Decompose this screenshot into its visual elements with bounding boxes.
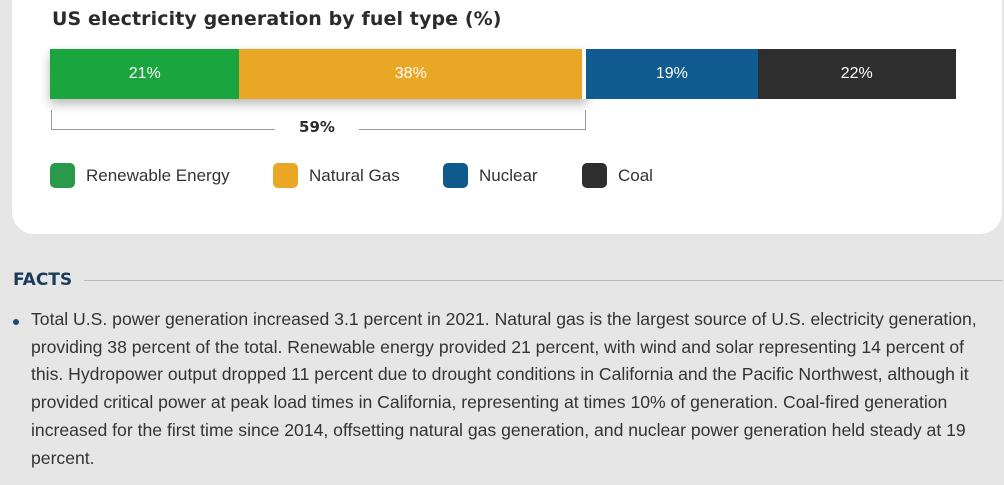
legend-label-natural-gas: Natural Gas xyxy=(309,165,400,185)
legend-label-coal: Coal xyxy=(618,165,653,185)
bar-coal: 22% xyxy=(757,49,956,99)
legend-item-natural-gas: Natural Gas xyxy=(273,163,400,188)
facts-title: FACTS xyxy=(13,270,73,290)
legend-label-renewable-energy: Renewable Energy xyxy=(86,165,230,185)
bar-renewable-energy: 21% xyxy=(50,49,240,99)
bullet-icon xyxy=(13,319,19,325)
legend-swatch-nuclear xyxy=(443,163,468,188)
legend-item-nuclear: Nuclear xyxy=(443,163,538,188)
combined-share-label: 59% xyxy=(275,118,359,140)
bar-nuclear: 19% xyxy=(586,49,758,99)
chart-card xyxy=(12,0,1002,234)
chart-title: US electricity generation by fuel type (… xyxy=(52,8,502,30)
fact-item: Total U.S. power generation increased 3.… xyxy=(13,306,998,472)
legend-swatch-coal xyxy=(582,163,607,188)
fact-text: Total U.S. power generation increased 3.… xyxy=(31,309,977,468)
legend-label-nuclear: Nuclear xyxy=(479,165,538,185)
legend-swatch-natural-gas xyxy=(273,163,298,188)
legend-swatch-renewable-energy xyxy=(50,163,75,188)
facts-header: FACTS xyxy=(13,270,1003,290)
bar-natural-gas: 38% xyxy=(239,49,583,99)
facts-divider xyxy=(84,279,1003,281)
facts-list: Total U.S. power generation increased 3.… xyxy=(13,306,998,472)
legend-item-renewable-energy: Renewable Energy xyxy=(50,163,230,188)
legend-item-coal: Coal xyxy=(582,163,653,188)
